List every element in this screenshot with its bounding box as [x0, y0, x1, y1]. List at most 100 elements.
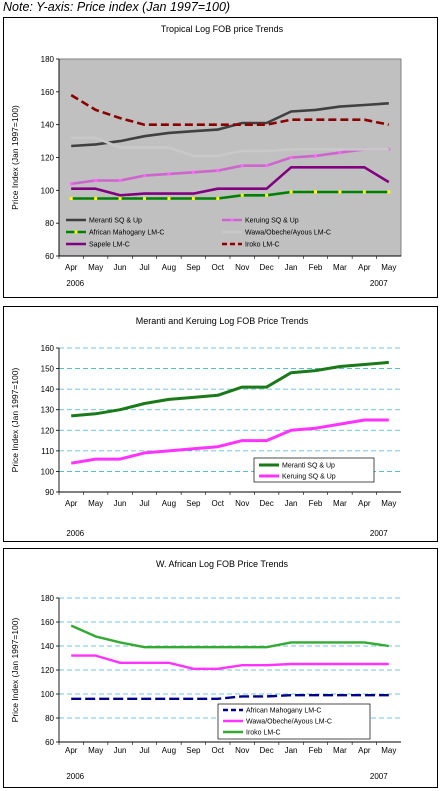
x-tick-label: Apr: [358, 499, 371, 508]
x-tick-label: Apr: [65, 499, 78, 508]
x-tick-label: Feb: [309, 746, 323, 755]
x-tick-label: Jun: [114, 263, 127, 272]
series-line: [71, 360, 389, 418]
x-tick-label: Apr: [65, 263, 78, 272]
chart-west-african: W. African Log FOB Price Trends 60 80 100 12…: [10, 559, 401, 781]
x-tick-label: Oct: [212, 263, 225, 272]
y-tick-label: 120: [41, 426, 55, 435]
x-tick-label: Nov: [235, 263, 249, 272]
data-point: [167, 197, 171, 201]
y-tick-label: 80: [45, 714, 54, 723]
series-line: [71, 166, 390, 197]
legend-label: Sapele LM-C: [89, 242, 130, 249]
x-tick-label: Jul: [139, 746, 149, 755]
y-tick-label: 110: [41, 447, 54, 456]
y-tick-label: 90: [45, 488, 54, 497]
y-tick-label: 100: [41, 690, 55, 699]
legend-label: Iroko LM-C: [246, 730, 281, 737]
data-point: [240, 193, 244, 197]
data-point: [338, 151, 342, 155]
x-tick-label: Feb: [309, 499, 323, 508]
x-tick-label: Jan: [285, 746, 298, 755]
y-tick-label: 180: [41, 594, 55, 603]
x-tick-label: Jun: [114, 499, 127, 508]
chart-panel-west-african: W. African Log FOB Price Trends 60 80 100 12…: [3, 548, 438, 788]
chart-panel-tropical: Tropical Log FOB price Trends 60 80 100 120 1…: [3, 17, 438, 298]
series-line: [71, 693, 389, 701]
x-tick-label: Apr: [65, 746, 78, 755]
x-tick-label: Dec: [260, 263, 274, 272]
data-point: [118, 197, 122, 201]
data-point: [69, 182, 73, 186]
data-point: [94, 197, 98, 201]
x-tick-label: May: [88, 499, 103, 508]
y-tick-label: 160: [41, 344, 55, 353]
legend-box: [217, 703, 371, 740]
x-tick-label: Feb: [309, 263, 323, 272]
y-tick-label: 60: [45, 738, 54, 747]
data-point: [191, 197, 195, 201]
data-point: [143, 197, 146, 201]
chart-title: Meranti and Keruing Log FOB Price Trends: [136, 316, 309, 326]
y-tick-label: 100: [41, 186, 55, 195]
x-tick-label: Dec: [260, 499, 274, 508]
series-line: [71, 190, 389, 200]
year-label: 2007: [370, 279, 388, 288]
x-tick-label: May: [88, 746, 103, 755]
y-axis-label: Price Index (Jan 1997=100): [10, 368, 20, 473]
data-point: [216, 169, 220, 173]
y-tick-label: 160: [41, 88, 55, 97]
legend-label: African Mahogany LM-C: [246, 708, 321, 715]
series-line: [70, 93, 390, 126]
data-point: [314, 154, 317, 158]
y-axis-label: Price Index (Jan 1997=100): [10, 105, 20, 210]
legend-label: Wawa/Obeche/Ayous LM-C: [245, 230, 331, 237]
page-note: Note: Y-axis: Price index (Jan 1997=100): [3, 0, 231, 14]
x-tick-label: Nov: [235, 499, 249, 508]
x-tick-label: Sep: [186, 499, 201, 508]
chart-title: Tropical Log FOB price Trends: [161, 24, 284, 34]
data-point: [167, 172, 171, 176]
year-label: 2006: [66, 279, 84, 288]
x-tick-label: Jul: [139, 499, 149, 508]
y-tick-label: 180: [41, 55, 55, 64]
legend-label: African Mahogany LM-C: [89, 230, 164, 237]
y-tick-label: 120: [41, 154, 55, 163]
y-axis-label: Price Index (Jan 1997=100): [10, 618, 20, 723]
x-tick-label: Mar: [333, 263, 347, 272]
y-tick-label: 140: [41, 385, 55, 394]
series-line: [71, 136, 389, 158]
x-tick-label: May: [381, 263, 396, 272]
legend-label: Meranti SQ & Up: [89, 218, 142, 225]
legend-marker: [74, 230, 78, 234]
y-tick-label: 140: [41, 121, 55, 130]
series-line: [71, 654, 389, 671]
data-point: [118, 178, 122, 182]
y-tick-label: 130: [41, 406, 55, 415]
data-point: [387, 190, 391, 194]
data-point: [314, 190, 317, 194]
year-label: 2007: [370, 772, 388, 781]
data-point: [191, 170, 195, 174]
data-point: [289, 156, 293, 159]
series-line: [71, 148, 389, 186]
x-tick-label: Jun: [114, 746, 127, 755]
data-point: [265, 193, 269, 197]
y-tick-label: 60: [45, 252, 54, 261]
legend-marker: [230, 218, 234, 222]
data-point: [143, 174, 146, 178]
x-tick-label: Aug: [162, 746, 176, 755]
series-line: [70, 624, 389, 649]
legend-label: Keruing SQ & Up: [282, 474, 336, 481]
chart-tropical: Tropical Log FOB price Trends 60 80 100 120 1…: [10, 24, 402, 288]
chart-panel-meranti-keruing: Meranti and Keruing Log FOB Price Trends…: [3, 306, 438, 542]
x-tick-label: Dec: [260, 746, 274, 755]
data-point: [216, 197, 220, 201]
y-tick-label: 150: [41, 365, 55, 374]
x-tick-label: Aug: [162, 499, 176, 508]
data-point: [265, 164, 269, 168]
data-point: [94, 178, 98, 182]
y-tick-label: 120: [41, 666, 55, 675]
x-tick-label: Mar: [333, 746, 347, 755]
plot-area: [58, 58, 402, 257]
